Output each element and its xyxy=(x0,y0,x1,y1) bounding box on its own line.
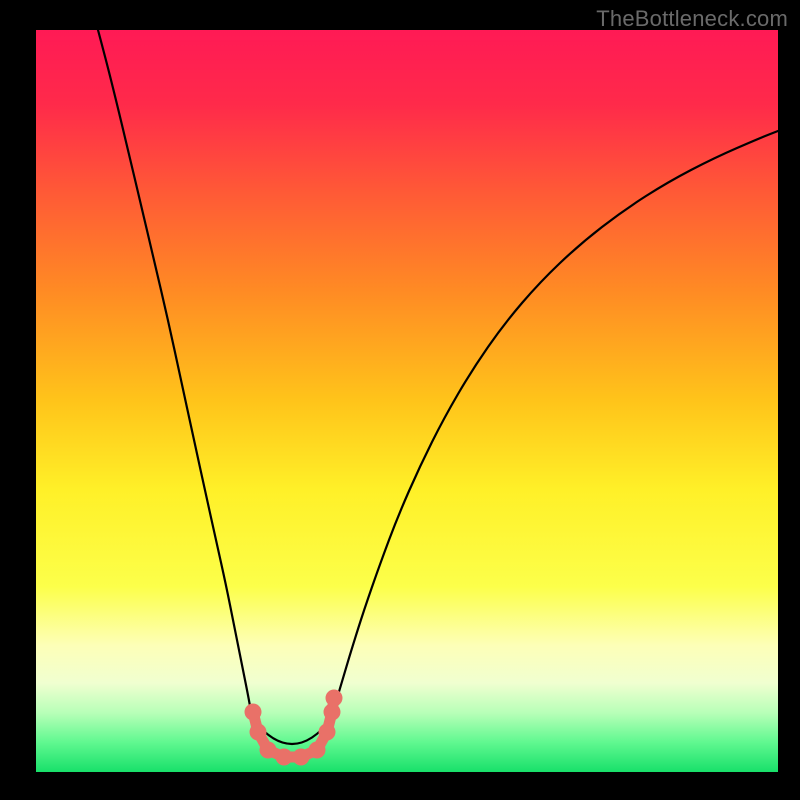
chart-frame: TheBottleneck.com xyxy=(0,0,800,800)
chart-svg xyxy=(36,30,778,772)
watermark-text: TheBottleneck.com xyxy=(596,6,788,32)
gradient-background xyxy=(36,30,778,772)
marker-bead xyxy=(245,704,262,721)
marker-bead xyxy=(309,742,326,759)
marker-bead xyxy=(293,749,310,766)
plot-area xyxy=(36,30,778,772)
marker-bead xyxy=(250,724,267,741)
marker-bead xyxy=(319,724,336,741)
marker-bead xyxy=(276,749,293,766)
marker-bead xyxy=(260,742,277,759)
marker-bead xyxy=(326,690,343,707)
